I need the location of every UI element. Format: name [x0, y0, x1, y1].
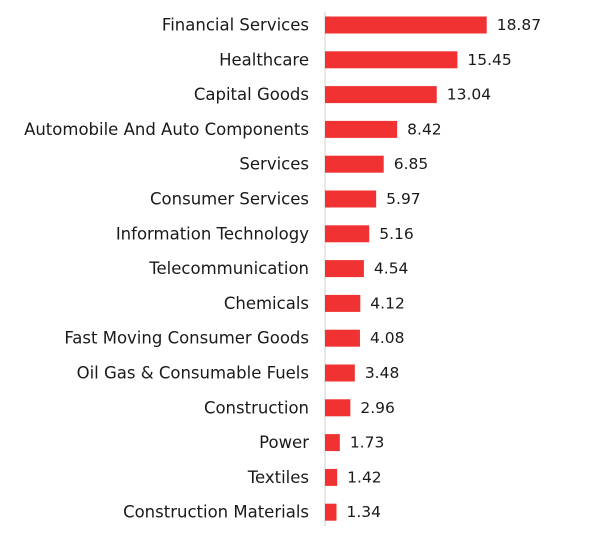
category-label-healthcare: Healthcare — [219, 50, 309, 69]
category-label-services: Services — [239, 155, 309, 174]
bar-consumer-services — [325, 190, 377, 208]
bar-automobile-and-auto-components — [325, 120, 398, 138]
category-label-construction-materials: Construction Materials — [123, 503, 309, 522]
value-label-textiles: 1.42 — [347, 468, 382, 486]
bar-capital-goods — [325, 86, 437, 104]
category-labels: Financial Services Healthcare Capital Good… — [24, 16, 309, 522]
bar-fast-moving-consumer-goods — [325, 329, 360, 347]
category-label-fast-moving-consumer-goods: Fast Moving Consumer Goods — [64, 329, 309, 348]
category-label-chemicals: Chemicals — [224, 294, 309, 313]
bar-telecommunication — [325, 260, 364, 278]
category-label-information-technology: Information Technology — [116, 224, 309, 243]
category-label-consumer-services: Consumer Services — [150, 190, 309, 209]
category-label-textiles: Textiles — [247, 468, 309, 487]
category-label-oil-gas-and-consumable-fuels: Oil Gas & Consumable Fuels — [77, 364, 309, 383]
bar-construction-materials — [325, 503, 337, 521]
bar-financial-services — [325, 16, 487, 34]
bars — [325, 16, 487, 521]
bar-information-technology — [325, 225, 370, 243]
value-label-fast-moving-consumer-goods: 4.08 — [370, 329, 405, 347]
value-label-power: 1.73 — [350, 434, 385, 452]
bar-textiles — [325, 468, 338, 486]
category-label-power: Power — [259, 433, 309, 452]
bar-healthcare — [325, 51, 458, 69]
category-label-telecommunication: Telecommunication — [148, 259, 309, 278]
category-label-capital-goods: Capital Goods — [194, 85, 309, 104]
bar-oil-gas-and-consumable-fuels — [325, 364, 355, 382]
category-label-financial-services: Financial Services — [162, 16, 309, 35]
bar-construction — [325, 399, 351, 417]
bar-chemicals — [325, 294, 361, 312]
value-label-financial-services: 18.87 — [497, 16, 541, 34]
bar-services — [325, 155, 384, 173]
value-label-construction-materials: 1.34 — [346, 503, 381, 521]
value-label-construction: 2.96 — [360, 399, 395, 417]
value-labels: 18.87 15.45 13.04 8.42 6.85 5.97 5.16 4.54 4.12 4… — [346, 16, 541, 521]
bar-power — [325, 434, 340, 452]
category-label-automobile-and-auto-components: Automobile And Auto Components — [24, 120, 309, 139]
value-label-healthcare: 15.45 — [467, 51, 511, 69]
value-label-capital-goods: 13.04 — [447, 86, 491, 104]
value-label-chemicals: 4.12 — [370, 294, 405, 312]
value-label-information-technology: 5.16 — [379, 225, 414, 243]
category-label-construction: Construction — [204, 398, 309, 417]
value-label-telecommunication: 4.54 — [374, 260, 409, 278]
value-label-oil-gas-and-consumable-fuels: 3.48 — [365, 364, 400, 382]
value-label-consumer-services: 5.97 — [386, 190, 421, 208]
value-label-services: 6.85 — [394, 155, 429, 173]
value-label-automobile-and-auto-components: 8.42 — [407, 120, 442, 138]
